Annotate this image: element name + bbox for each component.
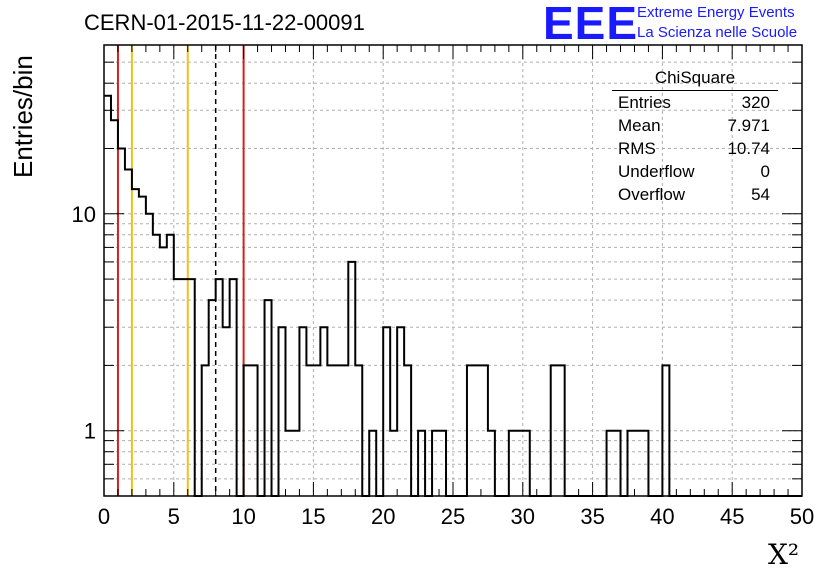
stats-label: Underflow (618, 162, 695, 181)
stats-row-overflow: Overflow 54 (612, 183, 778, 206)
histogram-bin (230, 279, 237, 496)
x-tick-label: 30 (511, 504, 535, 529)
stats-row-underflow: Underflow 0 (612, 160, 778, 183)
stats-box: ChiSquare Entries 320 Mean 7.971 RMS 10.74 … (612, 66, 778, 206)
histogram-bin (320, 327, 327, 496)
x-tick-label: 50 (790, 504, 814, 529)
x-tick-label: 20 (371, 504, 395, 529)
stats-row-rms: RMS 10.74 (612, 137, 778, 160)
stats-row-entries: Entries 320 (612, 91, 778, 114)
stats-label: Entries (618, 93, 671, 112)
histogram-bin (265, 300, 272, 496)
histogram-bin (383, 327, 390, 496)
stats-title: ChiSquare (612, 66, 778, 91)
x-tick-label: 25 (441, 504, 465, 529)
x-tick-label: 15 (301, 504, 325, 529)
histogram-bin (181, 279, 188, 496)
histogram-bin (118, 148, 125, 496)
y-tick-label: 10 (72, 202, 96, 227)
x-axis-label: X² (768, 538, 800, 571)
stats-label: Overflow (618, 185, 686, 204)
histogram-bin (139, 197, 146, 496)
chart-title: CERN-01-2015-11-22-00091 (84, 10, 365, 35)
histogram-bin (348, 262, 355, 496)
histogram-bin (174, 279, 181, 496)
x-tick-label: 10 (231, 504, 255, 529)
x-tick-label: 0 (98, 504, 110, 529)
histogram-bin (146, 214, 153, 496)
x-tick-label: 45 (720, 504, 744, 529)
histogram-series (104, 94, 802, 497)
x-tick-label: 35 (580, 504, 604, 529)
histogram-bin (160, 247, 167, 496)
y-tick-label: 1 (84, 419, 96, 444)
x-tick-label: 5 (168, 504, 180, 529)
histogram-bin (216, 279, 223, 496)
stats-value: 7.971 (727, 116, 770, 135)
stats-value: 320 (741, 93, 770, 112)
stats-value: 10.74 (727, 139, 770, 158)
stats-value: 0 (760, 162, 770, 181)
histogram-bin (223, 327, 230, 496)
histogram-bin (209, 300, 216, 496)
histogram-bin (125, 170, 132, 496)
logo-line-1: Extreme Energy Events (637, 4, 795, 21)
histogram-bin (279, 327, 286, 496)
stats-label: Mean (618, 116, 661, 135)
stats-value: 54 (751, 185, 770, 204)
eee-logo: EEE (543, 0, 639, 49)
stats-row-mean: Mean 7.971 (612, 114, 778, 137)
stats-label: RMS (618, 139, 656, 158)
logo-line-2: La Scienza nelle Scuole (637, 24, 798, 41)
histogram-bin (188, 279, 195, 496)
histogram-bin (111, 120, 118, 496)
histogram-bin (299, 327, 306, 496)
histogram-bin (397, 327, 404, 496)
histogram-bin (104, 96, 111, 496)
y-axis-label: Entries/bin (8, 55, 38, 178)
x-tick-label: 40 (650, 504, 674, 529)
